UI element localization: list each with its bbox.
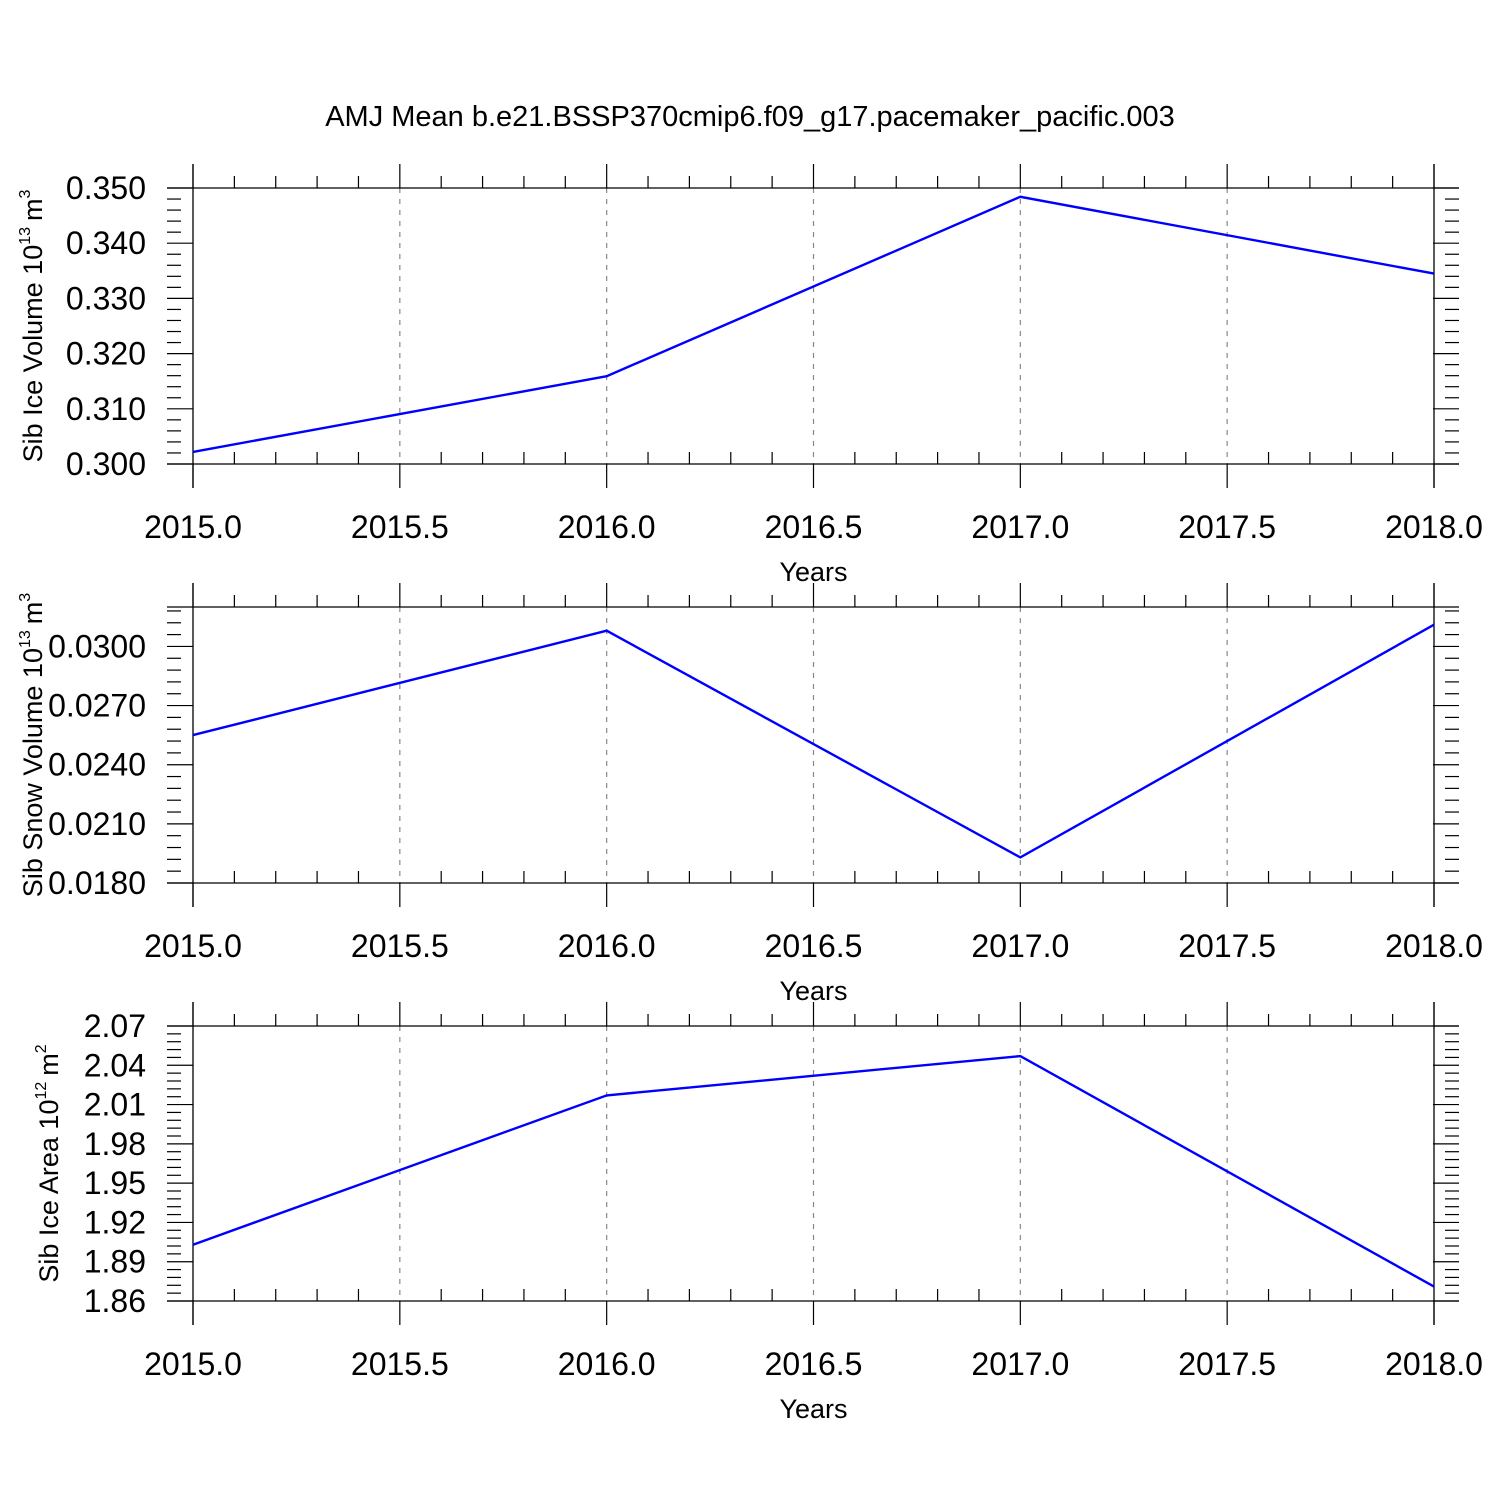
x-tick-label: 2015.0 xyxy=(144,1346,242,1382)
x-tick-label: 2016.5 xyxy=(765,928,863,964)
x-tick-label: 2015.5 xyxy=(351,928,449,964)
y-axis-label-unit-exponent: 3 xyxy=(17,593,34,602)
x-axis-label: Years xyxy=(779,976,847,1006)
y-tick-label: 1.98 xyxy=(84,1126,146,1162)
x-tick-label: 2018.0 xyxy=(1385,1346,1483,1382)
panel-3: 1.861.89 1.921.951.982.01 2.042.07 2015.0 20… xyxy=(33,1002,1483,1424)
y-tick-label: 0.0300 xyxy=(48,628,146,664)
y-axis-label-text: Sib Ice Volume 10 xyxy=(18,245,48,463)
series-line xyxy=(192,623,1435,859)
y-axis-label-unit-exponent: 3 xyxy=(17,189,34,198)
x-tick-label: 2017.5 xyxy=(1178,1346,1276,1382)
x-tick-label: 2017.5 xyxy=(1178,928,1276,964)
y-axis-label-text: Sib Ice Area 10 xyxy=(34,1100,64,1283)
y-axis-label-unit-exponent: 2 xyxy=(33,1044,50,1053)
x-tick-label: 2018.0 xyxy=(1385,928,1483,964)
x-axis-label: Years xyxy=(779,1394,847,1424)
y-tick-label: 0.0240 xyxy=(48,747,146,783)
y-axis-label-exponent: 13 xyxy=(17,630,34,648)
series-line xyxy=(192,195,1435,454)
y-axis-label-exponent: 13 xyxy=(17,227,34,245)
x-tick-label: 2016.5 xyxy=(765,1346,863,1382)
y-tick-label: 2.07 xyxy=(84,1008,146,1044)
y-axis-label-unit: m xyxy=(34,1053,64,1076)
x-tick-label: 2016.0 xyxy=(558,928,656,964)
x-axis-label: Years xyxy=(779,557,847,587)
y-tick-label: 0.0210 xyxy=(48,806,146,842)
x-tick-label: 2017.0 xyxy=(971,509,1069,545)
y-tick-label: 2.01 xyxy=(84,1087,146,1123)
y-tick-label: 0.300 xyxy=(66,446,146,482)
y-axis-label-exponent: 12 xyxy=(33,1082,50,1100)
y-tick-label: 1.89 xyxy=(84,1244,146,1280)
y-tick-label: 0.320 xyxy=(66,336,146,372)
x-tick-label: 2017.0 xyxy=(971,1346,1069,1382)
x-tick-label: 2015.0 xyxy=(144,509,242,545)
y-axis-label: Sib Ice Volume 1013 m3 xyxy=(17,189,48,462)
y-axis-label-text: Sib Snow Volume 10 xyxy=(18,648,48,897)
x-tick-label: 2017.0 xyxy=(971,928,1069,964)
panel-2: 0.0180 0.0210 0.0240 0.0270 0.0300 2015.0 2015… xyxy=(17,583,1483,1006)
y-tick-label: 1.92 xyxy=(84,1204,146,1240)
x-tick-label: 2016.5 xyxy=(765,509,863,545)
y-axis-label-unit: m xyxy=(18,198,48,221)
x-tick-label: 2018.0 xyxy=(1385,509,1483,545)
panel-1: 0.300 0.310 0.320 0.330 0.340 0.350 2015.0 2015… xyxy=(17,164,1483,587)
figure-title: AMJ Mean b.e21.BSSP370cmip6.f09_g17.pace… xyxy=(325,101,1175,133)
y-tick-label: 0.350 xyxy=(66,170,146,206)
y-tick-label: 1.86 xyxy=(84,1283,146,1319)
y-tick-label: 0.0270 xyxy=(48,688,146,724)
x-tick-label: 2015.0 xyxy=(144,928,242,964)
x-tick-label: 2015.5 xyxy=(351,1346,449,1382)
x-tick-label: 2017.5 xyxy=(1178,509,1276,545)
series-line xyxy=(192,1054,1435,1288)
y-axis-label: Sib Ice Area 1012 m2 xyxy=(33,1044,64,1282)
x-tick-label: 2016.0 xyxy=(558,1346,656,1382)
y-tick-label: 0.340 xyxy=(66,225,146,261)
y-axis-label: Sib Snow Volume 1013 m3 xyxy=(17,593,48,897)
y-axis-label-unit: m xyxy=(18,602,48,625)
y-tick-label: 0.330 xyxy=(66,280,146,316)
y-tick-label: 2.04 xyxy=(84,1047,146,1083)
x-tick-label: 2015.5 xyxy=(351,509,449,545)
y-tick-label: 0.0180 xyxy=(48,865,146,901)
y-tick-label: 0.310 xyxy=(66,391,146,427)
x-tick-label: 2016.0 xyxy=(558,509,656,545)
y-tick-label: 1.95 xyxy=(84,1165,146,1201)
